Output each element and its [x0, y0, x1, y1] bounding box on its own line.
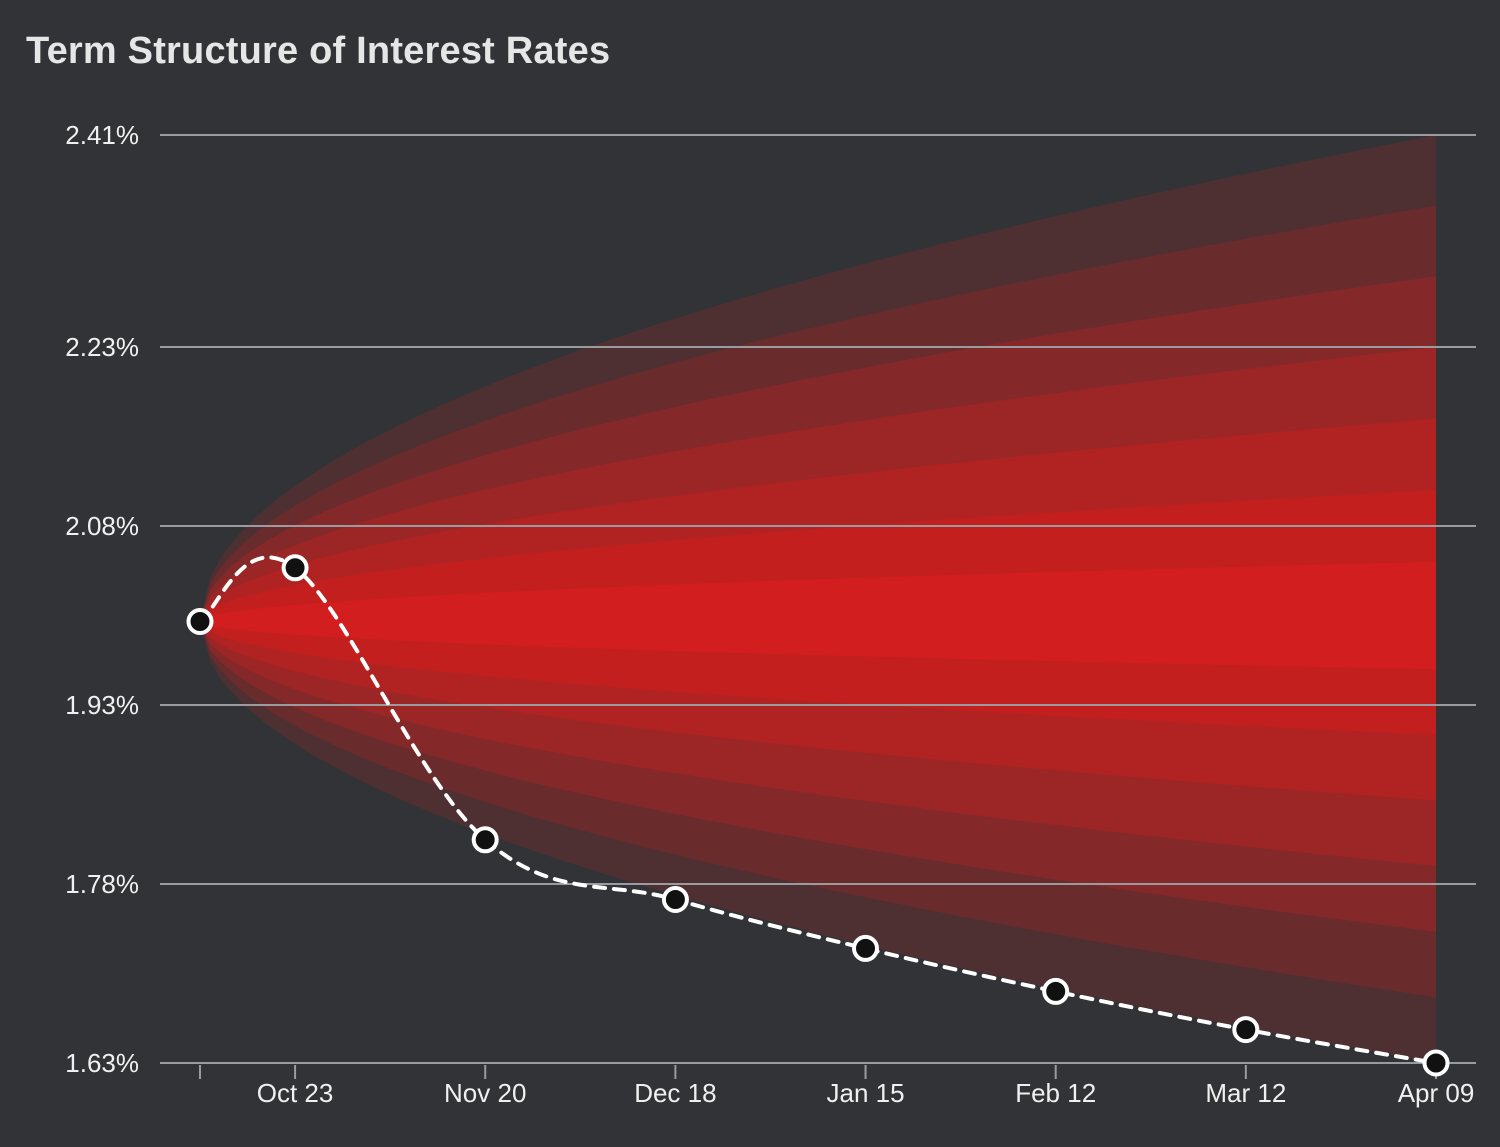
fan-band — [200, 347, 1436, 867]
y-tick-label: 1.63% — [65, 1048, 139, 1078]
data-point[interactable] — [281, 554, 309, 582]
data-point[interactable] — [186, 608, 214, 635]
fan-band — [200, 135, 1436, 1063]
x-tick-label: Dec 18 — [634, 1078, 716, 1108]
chart-title: Term Structure of Interest Rates — [26, 30, 611, 72]
rate-path-series — [186, 554, 1450, 1077]
uncertainty-fan — [200, 135, 1436, 1063]
x-tick-label: Feb 12 — [1015, 1078, 1096, 1108]
data-point[interactable] — [1232, 1016, 1260, 1044]
gridlines — [160, 134, 1476, 1064]
x-tick-label: Oct 23 — [257, 1078, 334, 1108]
fan-band — [200, 276, 1436, 932]
y-axis-ticks: 1.63% 1.78% 1.93% 2.08% 2.23% 2.41% — [65, 120, 139, 1078]
series-line — [198, 555, 1438, 1065]
fan-band — [200, 561, 1436, 670]
y-tick-label: 1.93% — [65, 690, 139, 720]
data-point[interactable] — [852, 934, 879, 962]
data-point[interactable] — [471, 826, 499, 854]
y-tick-label: 1.78% — [65, 869, 139, 899]
data-point[interactable] — [1042, 977, 1070, 1005]
x-tick-label: Nov 20 — [444, 1078, 526, 1108]
fan-band — [200, 490, 1436, 735]
data-point[interactable] — [1422, 1049, 1450, 1077]
y-tick-label: 2.08% — [65, 511, 139, 541]
y-tick-label: 2.23% — [65, 332, 139, 362]
fan-band — [200, 205, 1436, 998]
x-tick-label: Jan 15 — [826, 1078, 904, 1108]
y-tick-label: 2.41% — [65, 120, 139, 150]
data-point[interactable] — [661, 886, 689, 913]
x-tick-label: Apr 09 — [1398, 1078, 1475, 1108]
x-axis-ticks: Oct 23 Nov 20 Dec 18 Jan 15 Feb 12 Mar 12 Apr … — [199, 1065, 1475, 1108]
x-tick-label: Mar 12 — [1205, 1078, 1286, 1108]
